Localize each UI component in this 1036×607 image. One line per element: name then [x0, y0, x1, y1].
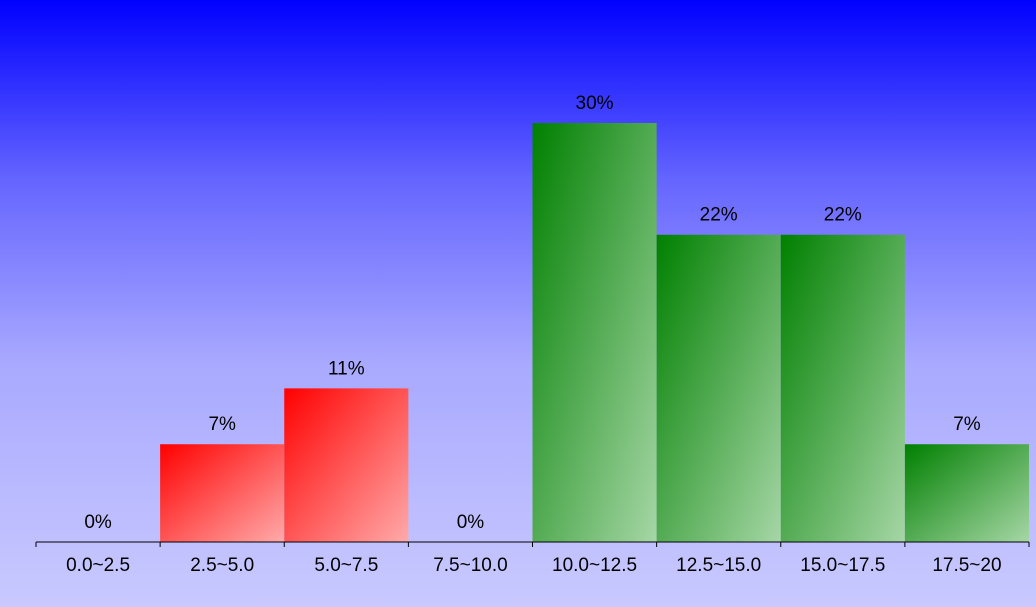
- data-labels-layer: 0% 7% 11% 0% 30% 22% 22% 7%: [84, 93, 980, 533]
- x-tick-label-12.5~15.0: 12.5~15.0: [676, 555, 761, 576]
- bar-15.0~17.5: [780, 234, 905, 543]
- x-tick-label-10.0~12.5: 10.0~12.5: [552, 555, 637, 576]
- x-tick-label-2.5~5.0: 2.5~5.0: [190, 555, 254, 576]
- bars-layer: [160, 123, 1030, 543]
- bar-2.5~5.0: [160, 444, 285, 542]
- x-tick-label-7.5~10.0: 7.5~10.0: [433, 555, 508, 576]
- x-tick-label-5.0~7.5: 5.0~7.5: [314, 555, 378, 576]
- bar-10.0~12.5: [532, 123, 657, 542]
- data-label-12.5~15.0: 22%: [700, 205, 738, 226]
- bar-17.5~20: [904, 444, 1030, 542]
- bar-12.5~15.0: [656, 234, 781, 543]
- data-label-15.0~17.5: 22%: [824, 205, 862, 226]
- x-tick-label-15.0~17.5: 15.0~17.5: [800, 555, 885, 576]
- data-label-17.5~20: 7%: [953, 414, 981, 435]
- data-label-0.0~2.5: 0%: [84, 512, 112, 533]
- x-tick-label-0.0~2.5: 0.0~2.5: [66, 555, 130, 576]
- data-label-5.0~7.5: 11%: [328, 358, 365, 379]
- data-label-7.5~10.0: 0%: [457, 512, 485, 533]
- x-axis: [35, 541, 1030, 547]
- x-tick-label-17.5~20: 17.5~20: [932, 555, 1001, 576]
- bar-5.0~7.5: [284, 388, 409, 542]
- x-tick-labels: 0.0~2.5 2.5~5.0 5.0~7.5 7.5~10.0 10.0~12.5 12…: [66, 555, 1001, 576]
- data-label-10.0~12.5: 30%: [576, 93, 614, 114]
- data-label-2.5~5.0: 7%: [208, 414, 236, 435]
